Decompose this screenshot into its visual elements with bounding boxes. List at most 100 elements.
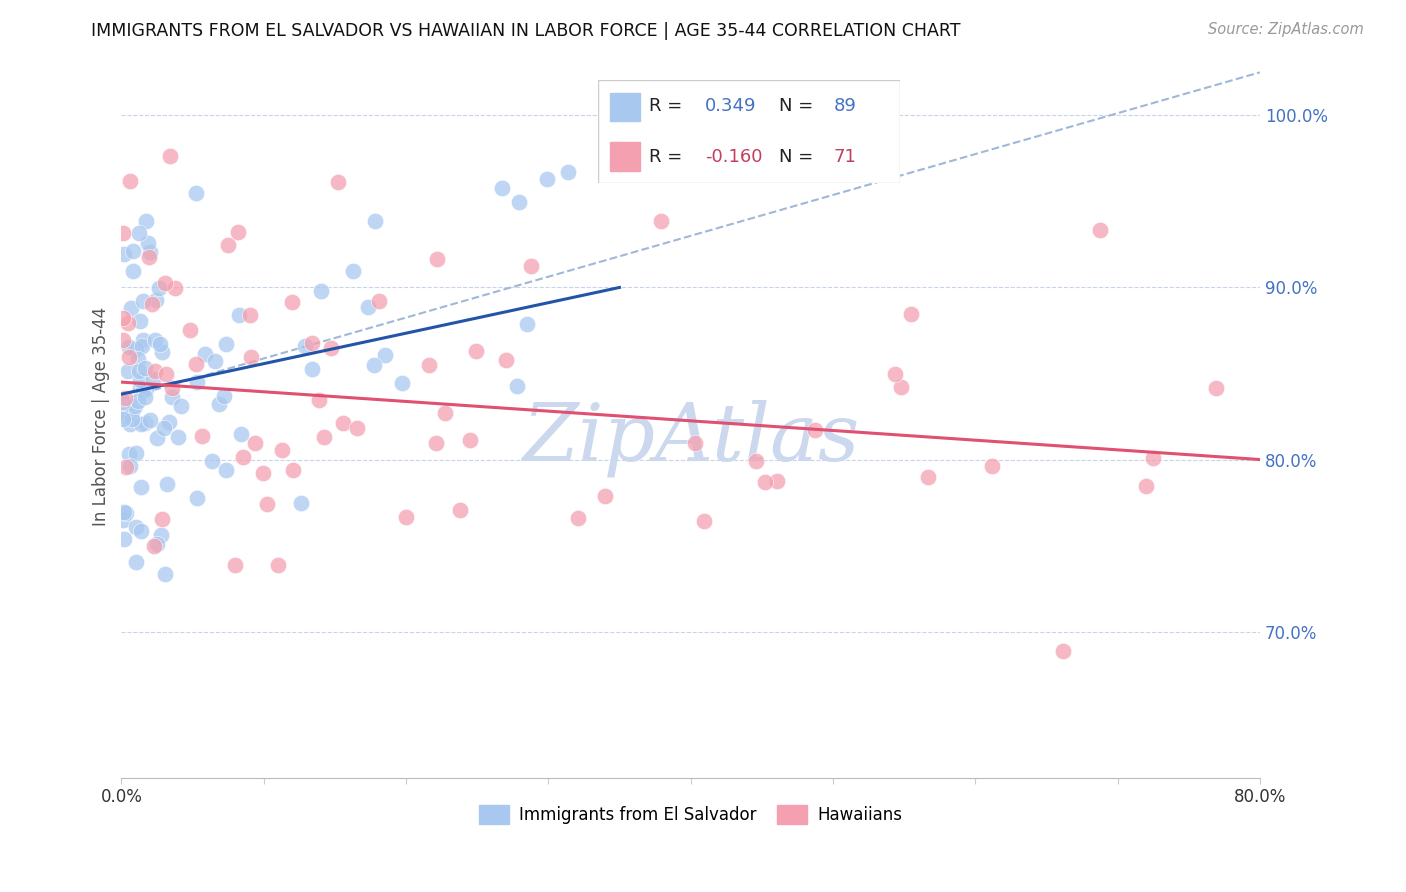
- Point: [332, 416, 354, 430]
- Point: [118, 417, 141, 432]
- Point: [114, 459, 136, 474]
- Point: [142, 539, 165, 553]
- Text: 0.349: 0.349: [704, 97, 756, 115]
- Point: [508, 194, 530, 209]
- Point: [229, 426, 252, 441]
- Point: [328, 175, 350, 189]
- Point: [124, 399, 146, 413]
- Point: [122, 244, 145, 259]
- Point: [744, 454, 766, 468]
- Point: [425, 436, 447, 450]
- Point: [240, 350, 263, 364]
- Point: [142, 372, 165, 386]
- Point: [900, 307, 922, 321]
- Point: [520, 260, 543, 274]
- Point: [127, 351, 149, 366]
- Point: [243, 435, 266, 450]
- Point: [191, 429, 214, 443]
- Point: [224, 558, 246, 572]
- Point: [363, 358, 385, 372]
- Text: ZipAtlas: ZipAtlas: [522, 400, 859, 477]
- Point: [160, 381, 183, 395]
- Text: 89: 89: [834, 97, 856, 115]
- Point: [129, 524, 152, 538]
- Point: [186, 375, 208, 389]
- Point: [215, 337, 238, 351]
- Point: [117, 363, 139, 377]
- Point: [167, 430, 190, 444]
- Bar: [610, 142, 640, 170]
- Point: [118, 458, 141, 473]
- Text: 71: 71: [834, 148, 856, 166]
- Point: [256, 497, 278, 511]
- Point: [301, 362, 323, 376]
- Point: [143, 364, 166, 378]
- Point: [112, 409, 135, 423]
- Point: [145, 293, 167, 307]
- Point: [135, 214, 157, 228]
- Point: [141, 297, 163, 311]
- Point: [201, 454, 224, 468]
- Point: [129, 313, 152, 327]
- Text: R =: R =: [650, 97, 688, 115]
- Point: [122, 264, 145, 278]
- Point: [129, 417, 152, 432]
- Point: [129, 373, 152, 387]
- Point: [980, 459, 1002, 474]
- Point: [156, 476, 179, 491]
- Text: IMMIGRANTS FROM EL SALVADOR VS HAWAIIAN IN LABOR FORCE | AGE 35-44 CORRELATION C: IMMIGRANTS FROM EL SALVADOR VS HAWAIIAN …: [91, 22, 960, 40]
- Point: [883, 368, 905, 382]
- Point: [184, 357, 207, 371]
- Point: [506, 378, 529, 392]
- Point: [139, 244, 162, 259]
- Point: [131, 293, 153, 308]
- Point: [281, 463, 304, 477]
- Point: [228, 308, 250, 322]
- Point: [111, 226, 134, 240]
- Point: [117, 316, 139, 330]
- Point: [536, 172, 558, 186]
- Point: [131, 338, 153, 352]
- Point: [1052, 644, 1074, 658]
- Point: [186, 491, 208, 505]
- Point: [917, 470, 939, 484]
- Point: [491, 181, 513, 195]
- Point: [115, 506, 138, 520]
- Point: [112, 395, 135, 409]
- Point: [232, 450, 254, 464]
- Point: [134, 390, 156, 404]
- Point: [169, 399, 191, 413]
- Point: [215, 463, 238, 477]
- Point: [111, 333, 134, 347]
- Point: [194, 346, 217, 360]
- Point: [271, 442, 294, 457]
- Point: [128, 380, 150, 394]
- Point: [162, 391, 184, 405]
- Point: [593, 489, 616, 503]
- Point: [308, 393, 330, 408]
- Point: [650, 214, 672, 228]
- Point: [150, 512, 173, 526]
- Point: [118, 350, 141, 364]
- Point: [368, 294, 391, 309]
- Point: [294, 339, 316, 353]
- Point: [159, 149, 181, 163]
- Point: [804, 423, 827, 437]
- Point: [112, 532, 135, 546]
- Point: [766, 475, 789, 489]
- Point: [204, 354, 226, 368]
- Point: [163, 281, 186, 295]
- Point: [153, 566, 176, 581]
- Point: [217, 238, 239, 252]
- Point: [138, 250, 160, 264]
- Point: [449, 503, 471, 517]
- Point: [146, 431, 169, 445]
- Text: Source: ZipAtlas.com: Source: ZipAtlas.com: [1208, 22, 1364, 37]
- FancyBboxPatch shape: [598, 80, 900, 183]
- Point: [157, 416, 180, 430]
- Point: [364, 214, 387, 228]
- Point: [391, 376, 413, 390]
- Text: N =: N =: [779, 97, 818, 115]
- Point: [319, 341, 342, 355]
- Point: [132, 333, 155, 347]
